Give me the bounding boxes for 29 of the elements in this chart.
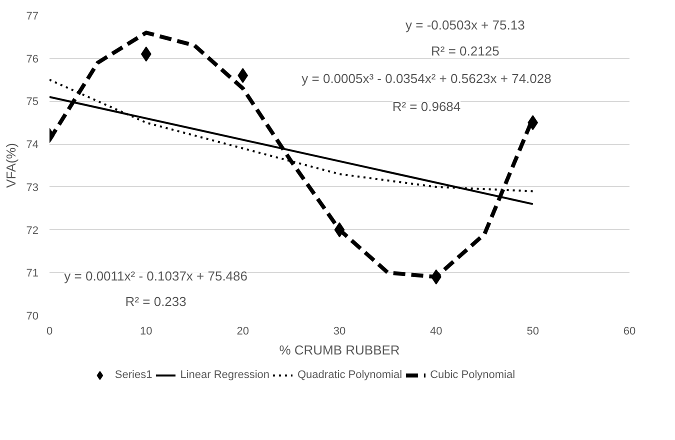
x-tick-label: 40	[430, 326, 442, 338]
annotation: R² = 0.233	[125, 294, 186, 310]
annotation: y = 0.0011x² - 0.1037x + 75.486	[64, 268, 248, 284]
legend-label: Series1	[114, 369, 152, 381]
x-tick-label: 60	[623, 326, 636, 338]
legend-label: Cubic Polynomial	[430, 369, 516, 381]
annotation: R² = 0.2125	[431, 43, 500, 58]
x-axis-title: % CRUMB RUBBER	[279, 342, 400, 358]
legend-label: Quadratic Polynomial	[298, 369, 402, 381]
annotation: y = 0.0005x³ - 0.0354x² + 0.5623x + 74.028	[302, 71, 552, 86]
x-tick-label: 50	[526, 326, 539, 338]
x-tick-label: 10	[140, 326, 152, 338]
y-tick-label: 75	[26, 96, 39, 108]
x-tick-label: 30	[333, 326, 346, 338]
y-tick-label: 73	[26, 182, 39, 194]
y-tick-label: 72	[26, 224, 39, 237]
y-tick-label: 70	[26, 310, 39, 322]
y-axis-title: VFA(%)	[3, 143, 18, 188]
x-tick-label: 20	[236, 326, 249, 338]
y-tick-label: 74	[26, 139, 39, 152]
annotation: y = -0.0503x + 75.13	[406, 18, 525, 33]
annotation: R² = 0.9684	[392, 99, 461, 114]
y-tick-label: 71	[26, 268, 39, 280]
x-tick-label: 0	[46, 326, 53, 338]
point	[334, 222, 345, 238]
y-tick-label: 77	[26, 10, 39, 22]
y-tick-label: 76	[26, 53, 39, 66]
point	[238, 68, 248, 83]
legend-label: Linear Regression	[180, 369, 270, 381]
